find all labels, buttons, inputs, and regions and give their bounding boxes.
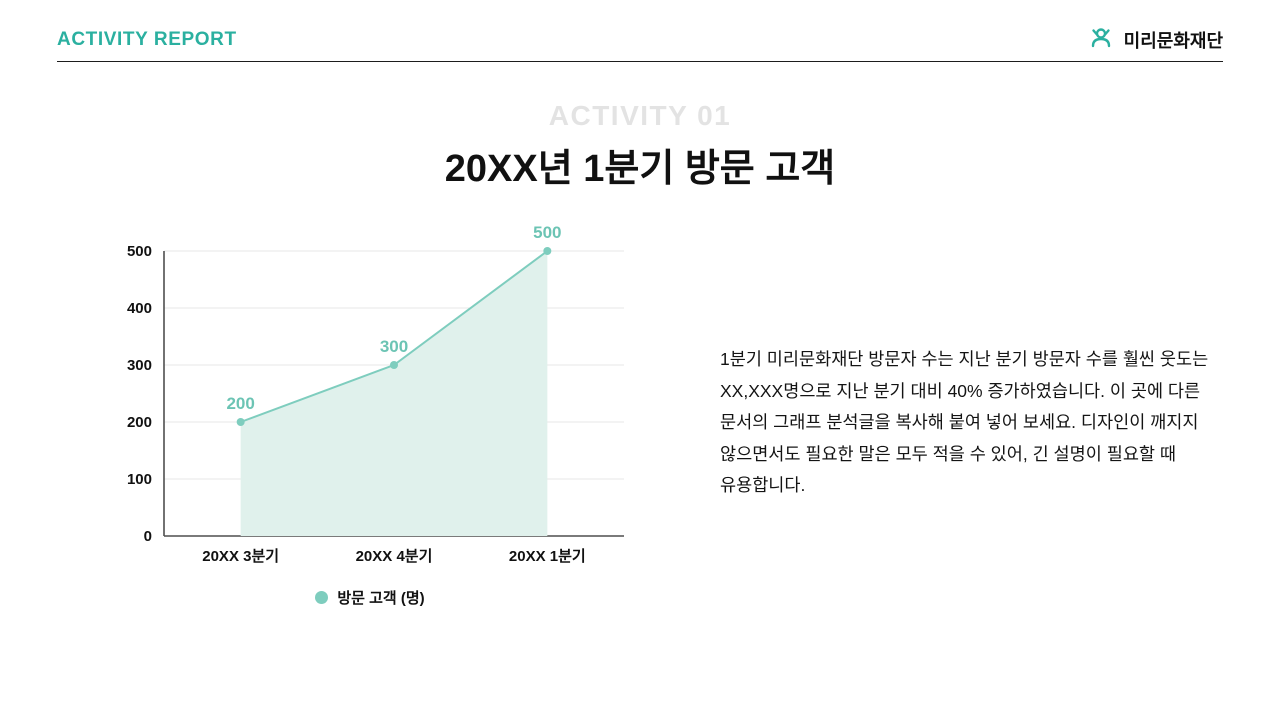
value-label: 300	[380, 337, 408, 356]
activity-kicker: ACTIVITY 01	[548, 100, 732, 131]
header: ACTIVITY REPORT 미리문화재단	[57, 22, 1223, 58]
chart-area	[240, 251, 548, 536]
y-tick-label: 500	[127, 243, 152, 260]
visitors-chart-svg: 0 100 200 300 400 500 200 20XX 3분기 300 20XX 4분기 50…	[127, 226, 624, 565]
legend-dot	[315, 591, 329, 604]
data-point	[543, 247, 552, 255]
value-label: 500	[533, 226, 561, 242]
org-brand: 미리문화재단	[1087, 24, 1223, 57]
header-divider	[57, 61, 1223, 62]
analysis-paragraph: 1분기 미리문화재단 방문자 수는 지난 분기 방문자 수를 훨씬 웃도는 XX…	[720, 349, 1209, 495]
x-tick-label: 20XX 3분기	[202, 548, 279, 565]
y-tick-label: 200	[127, 414, 152, 431]
page-title: 20XX년 1분기 방문 고객	[444, 148, 836, 190]
chart-legend: 방문 고객 (명)	[106, 587, 634, 608]
visitors-chart: 0 100 200 300 400 500 200 20XX 3분기 300 20XX 4분기 50…	[106, 226, 634, 608]
report-label: ACTIVITY REPORT	[57, 29, 237, 50]
value-label: 200	[226, 394, 254, 413]
org-name: 미리문화재단	[1123, 31, 1223, 51]
data-point	[236, 418, 245, 426]
y-tick-label: 400	[127, 300, 152, 317]
y-tick-label: 300	[127, 357, 152, 374]
x-tick-label: 20XX 1분기	[509, 548, 586, 565]
legend-label: 방문 고객 (명)	[337, 590, 425, 607]
x-tick-label: 20XX 4분기	[356, 548, 433, 565]
y-tick-label: 0	[144, 528, 152, 545]
y-tick-label: 100	[127, 471, 152, 488]
foundation-logo-icon	[1087, 24, 1115, 57]
data-point	[390, 361, 398, 369]
